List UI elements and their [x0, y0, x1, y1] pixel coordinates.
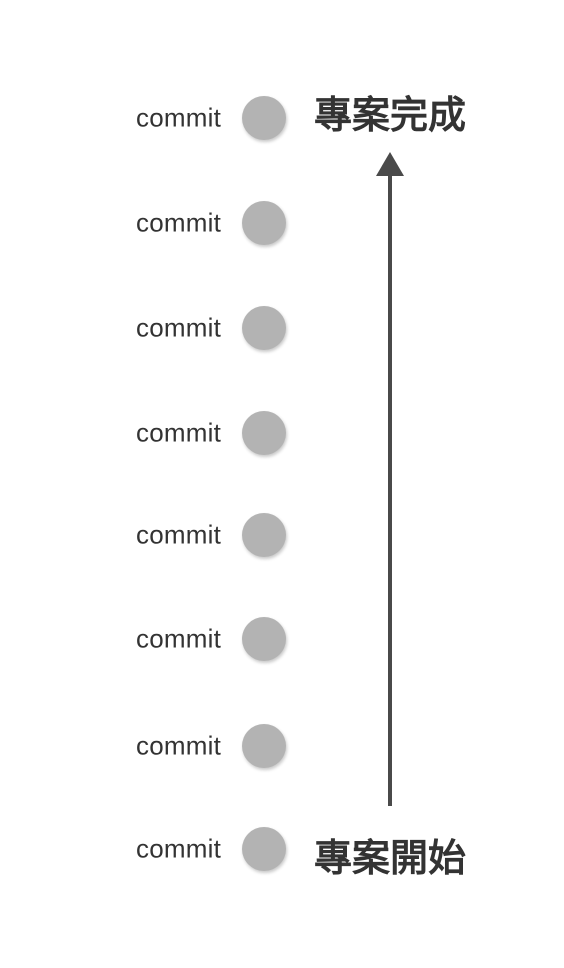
commit-row: commit — [0, 198, 300, 248]
project-complete-label: 專案完成 — [314, 95, 467, 137]
commit-node — [242, 617, 286, 661]
commit-label: commit — [136, 312, 221, 343]
commit-row: commit — [0, 721, 300, 771]
commit-label: commit — [136, 207, 221, 238]
commit-node — [242, 306, 286, 350]
commit-node — [242, 96, 286, 140]
commit-label: commit — [136, 417, 221, 448]
commit-label: commit — [136, 102, 221, 133]
commit-label: commit — [136, 833, 221, 864]
commit-row: commit — [0, 614, 300, 664]
commit-row: commit — [0, 408, 300, 458]
commit-node — [242, 724, 286, 768]
commit-label: commit — [136, 519, 221, 550]
commit-node — [242, 201, 286, 245]
commit-row: commit — [0, 510, 300, 560]
commit-node — [242, 827, 286, 871]
commit-label: commit — [136, 623, 221, 654]
commit-row: commit — [0, 303, 300, 353]
commit-row: commit — [0, 93, 300, 143]
project-start-label: 專案開始 — [314, 838, 467, 880]
arrow-up-icon — [376, 152, 404, 176]
commit-node — [242, 513, 286, 557]
commit-row: commit — [0, 824, 300, 874]
commit-node — [242, 411, 286, 455]
commit-label: commit — [136, 730, 221, 761]
